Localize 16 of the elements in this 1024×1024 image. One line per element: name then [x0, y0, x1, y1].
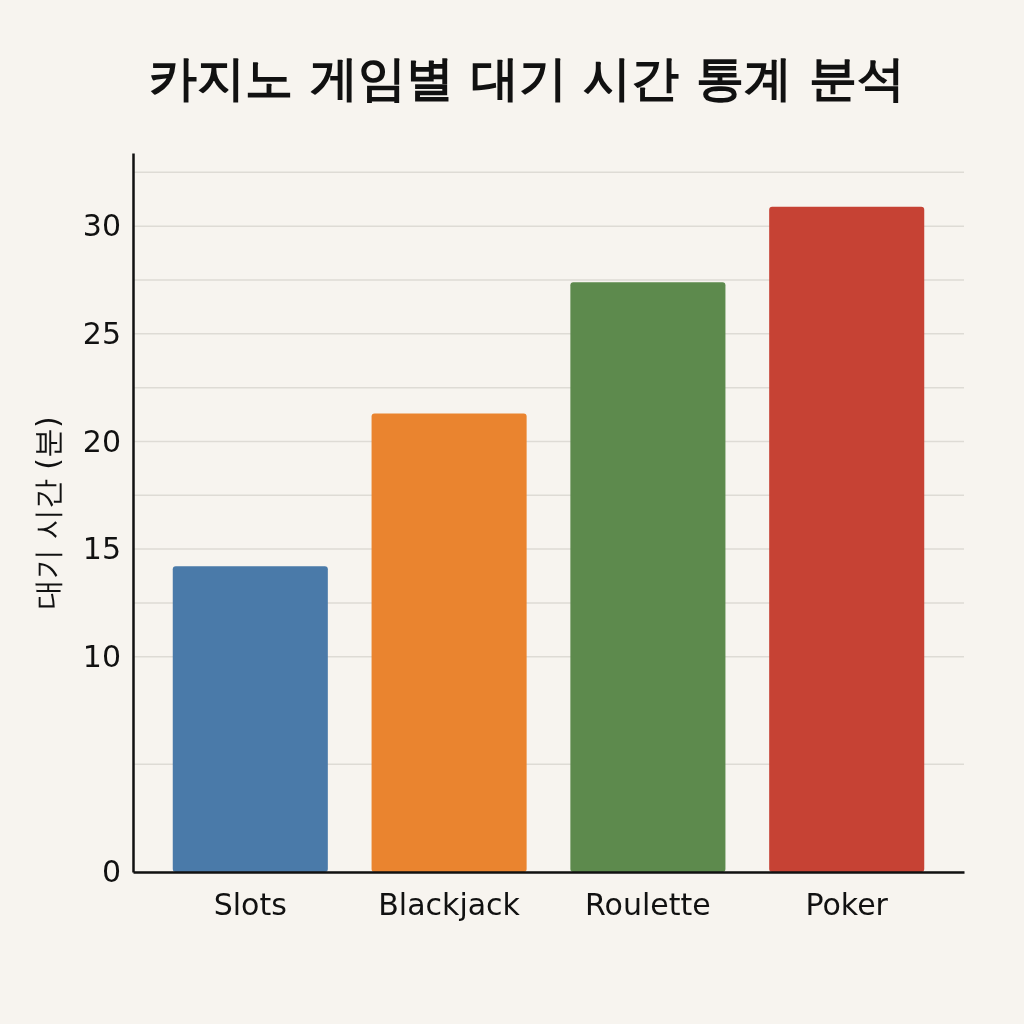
- y-tick-label: 30: [82, 208, 121, 244]
- chart-title: 카지노 게임별 대기 시간 통계 분석: [149, 50, 905, 106]
- y-tick-label: 20: [82, 423, 121, 459]
- bar: [172, 566, 328, 872]
- bar: [371, 413, 527, 872]
- x-tick-label: Slots: [213, 887, 287, 923]
- y-tick-label: 15: [82, 531, 121, 567]
- bar: [570, 282, 726, 872]
- y-tick-label: 25: [82, 315, 121, 351]
- bar: [769, 206, 925, 872]
- x-tick-label: Poker: [805, 887, 889, 923]
- y-tick-label: 10: [82, 638, 121, 674]
- y-tick-label: 0: [101, 854, 121, 890]
- y-axis-title: 대기 시간 (분): [30, 416, 65, 609]
- x-tick-label: Roulette: [585, 887, 711, 923]
- x-tick-label: Blackjack: [378, 887, 521, 923]
